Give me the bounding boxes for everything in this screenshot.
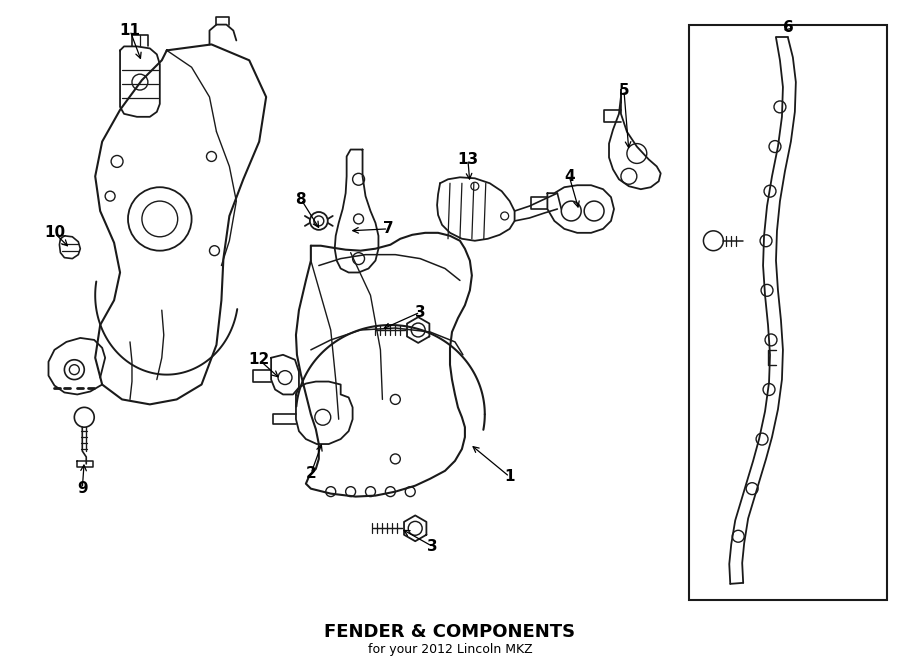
Text: 5: 5: [618, 83, 629, 98]
Text: 10: 10: [44, 225, 65, 241]
Text: 3: 3: [427, 539, 437, 554]
Text: 1: 1: [504, 469, 515, 485]
Text: 2: 2: [305, 466, 316, 481]
Text: 8: 8: [295, 192, 306, 207]
Text: 11: 11: [120, 23, 140, 38]
Text: 9: 9: [77, 481, 87, 496]
Text: 4: 4: [564, 169, 574, 184]
Text: 7: 7: [383, 221, 393, 237]
Bar: [688, 24, 887, 600]
Text: for your 2012 Lincoln MKZ: for your 2012 Lincoln MKZ: [368, 642, 532, 656]
Text: 12: 12: [248, 352, 270, 368]
Text: 6: 6: [782, 20, 793, 35]
Text: 13: 13: [457, 152, 479, 167]
Text: 3: 3: [415, 305, 426, 320]
Text: FENDER & COMPONENTS: FENDER & COMPONENTS: [324, 623, 576, 641]
